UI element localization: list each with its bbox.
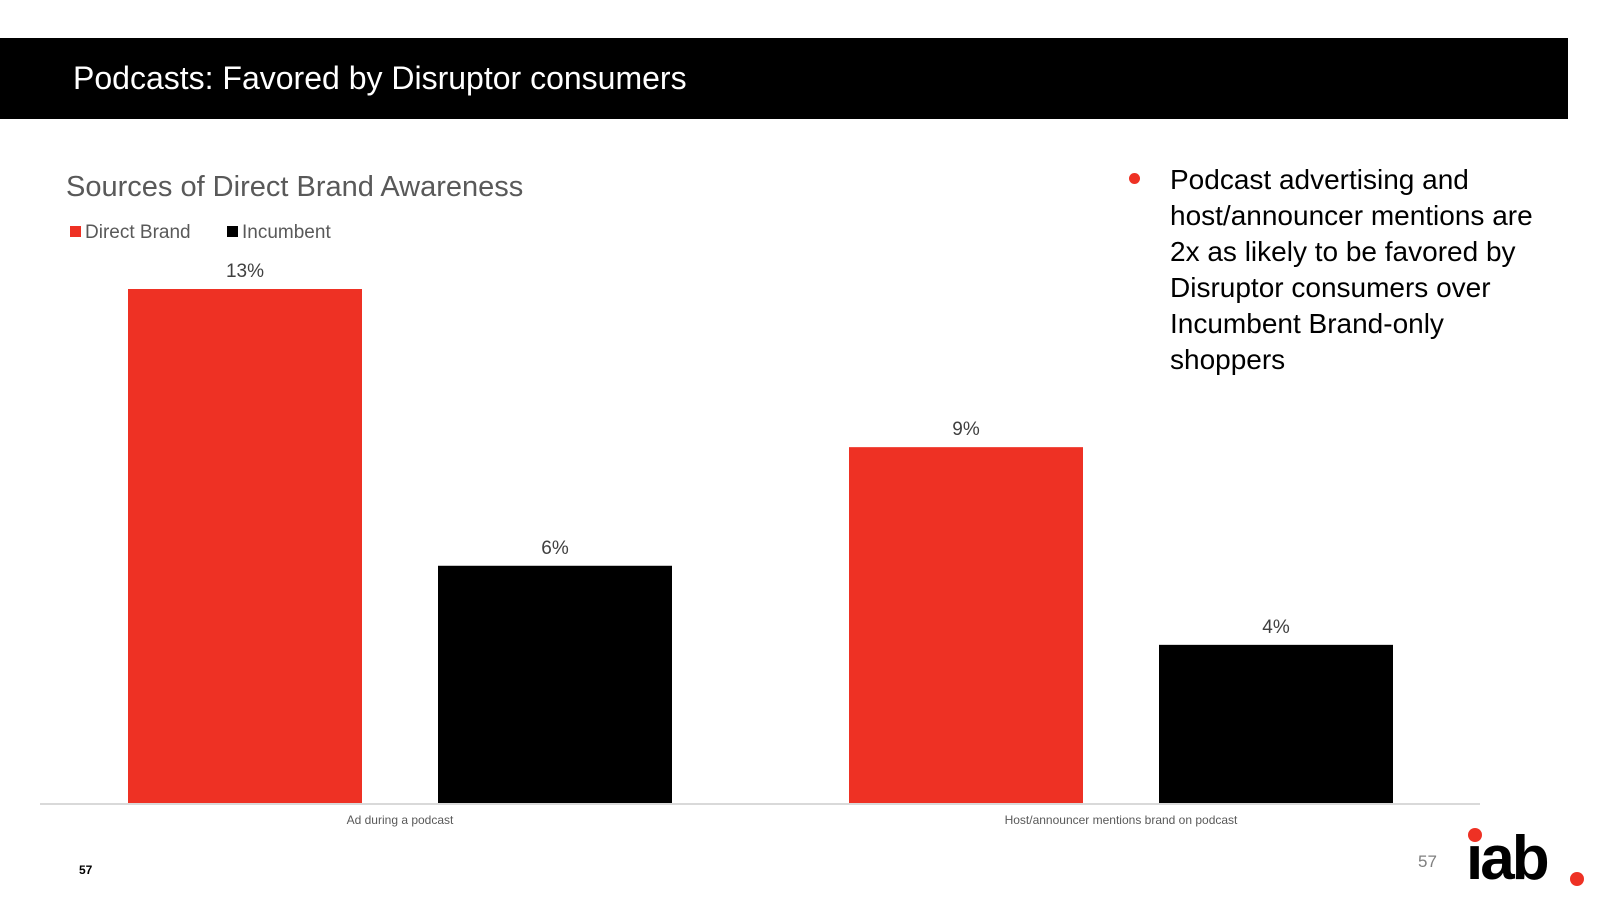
data-label-incumbent-2: 4% [1262,617,1290,638]
title-bar: Podcasts: Favored by Disruptor consumers [0,38,1568,119]
x-tick-label-2: Host/announcer mentions brand on podcast [1005,813,1238,827]
logo-dot-top [1468,828,1482,842]
x-tick-label-1: Ad during a podcast [347,813,454,827]
chart-title: Sources of Direct Brand Awareness [66,171,524,203]
insight-text: Podcast advertising and host/announcer m… [1170,164,1533,375]
data-label-direct-brand-2: 9% [952,419,980,440]
bar-direct-brand-2 [849,447,1083,803]
logo-dot-bottom [1570,872,1584,886]
bar-direct-brand-1 [128,289,362,803]
bar-incumbent-2 [1159,644,1393,803]
page-number-left: 57 [79,863,93,877]
legend-swatch-incumbent [227,226,238,237]
bar-incumbent-1 [438,565,672,803]
legend-item-direct-brand: Direct Brand [70,221,191,245]
legend-item-incumbent: Incumbent [227,221,331,245]
legend-label-direct-brand: Direct Brand [85,222,191,243]
iab-logo: iab [1466,826,1586,892]
bullet-dot-icon [1129,173,1140,184]
page-number-right: 57 [1418,852,1437,871]
slide-title: Podcasts: Favored by Disruptor consumers [73,60,687,96]
data-label-direct-brand-1: 13% [226,261,264,282]
data-label-incumbent-1: 6% [541,538,569,559]
legend-swatch-direct-brand [70,226,81,237]
legend-label-incumbent: Incumbent [242,222,331,243]
